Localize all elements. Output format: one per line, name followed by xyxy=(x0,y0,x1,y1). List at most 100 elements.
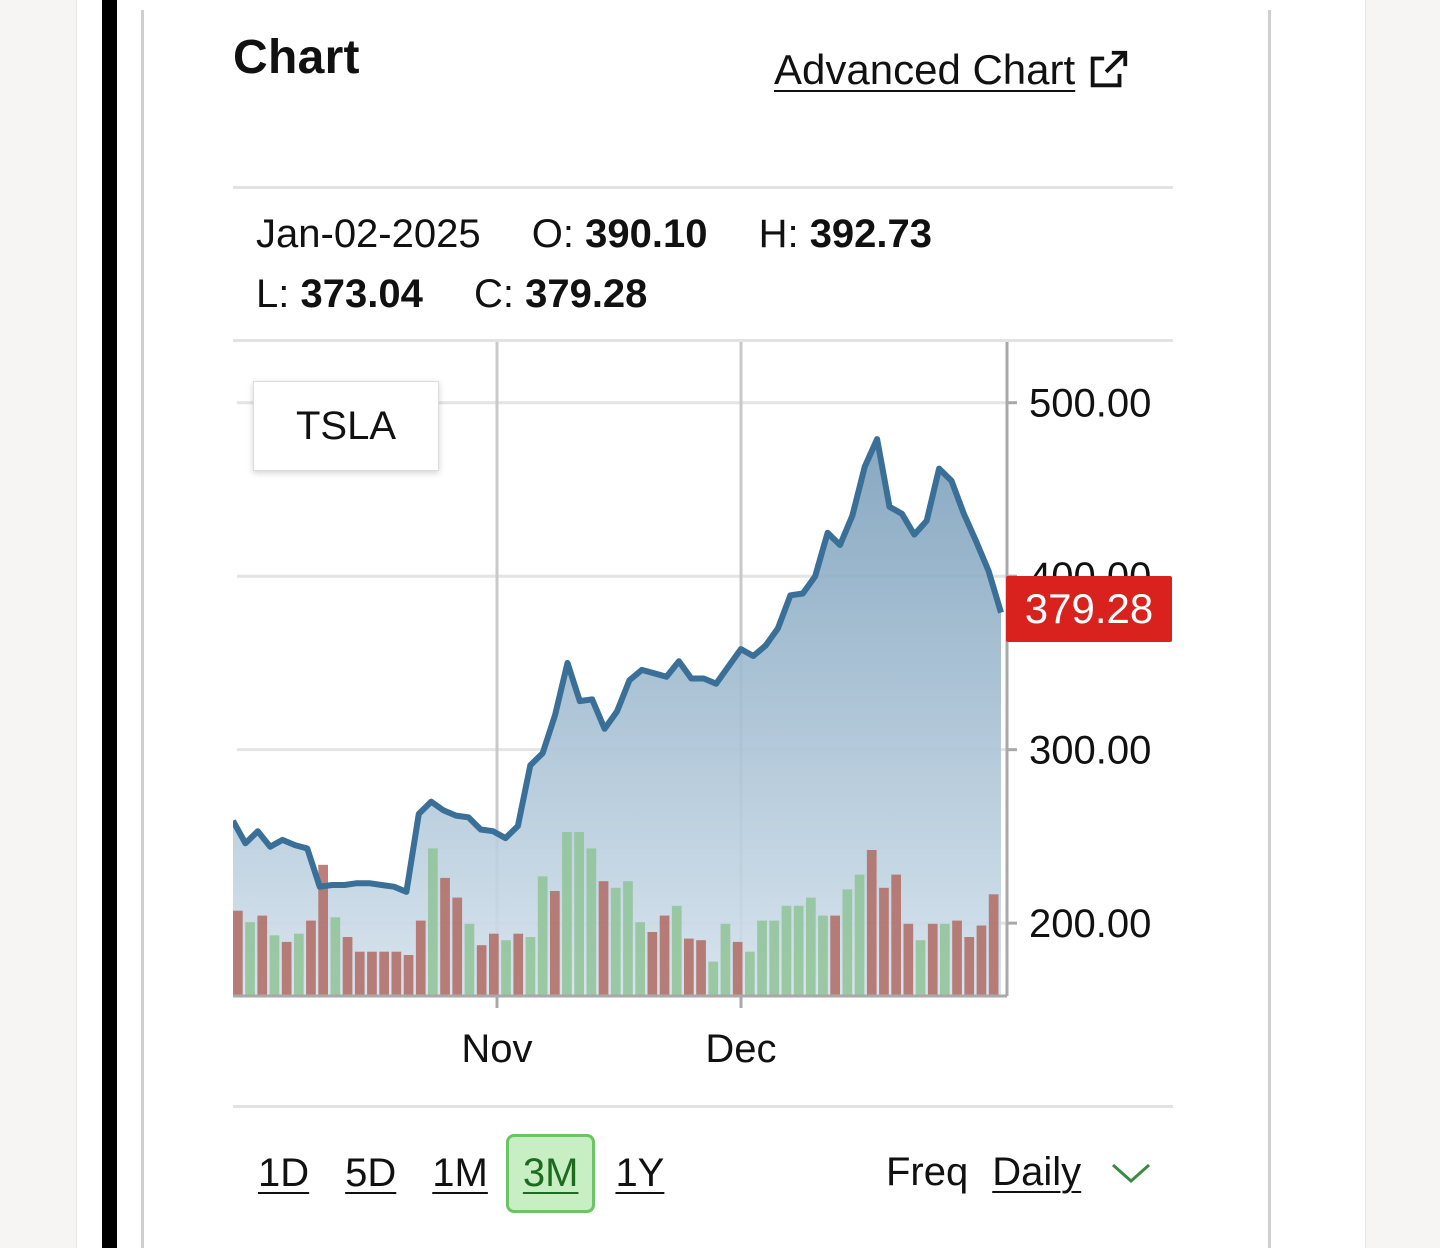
volume-bar-20 xyxy=(476,945,487,996)
volume-bar-43 xyxy=(757,920,767,996)
divider-chart-top xyxy=(233,339,1173,342)
volume-bar-48 xyxy=(818,915,828,996)
volume-bar-12 xyxy=(379,951,389,996)
volume-bar-13 xyxy=(391,951,402,996)
ohlc-open-value: 390.10 xyxy=(585,212,708,256)
volume-bar-38 xyxy=(696,940,706,996)
left-accent-bar xyxy=(102,0,117,1248)
price-area xyxy=(233,439,1001,997)
volume-bar-18 xyxy=(452,897,463,996)
advanced-chart-label: Advanced Chart xyxy=(774,46,1076,93)
volume-bar-31 xyxy=(610,887,621,996)
volume-bar-36 xyxy=(671,905,682,996)
volume-bar-21 xyxy=(489,933,499,996)
volume-bar-15 xyxy=(415,920,426,996)
range-1d-button[interactable]: 1D xyxy=(258,1150,310,1195)
volume-bar-44 xyxy=(769,920,780,996)
x-tick-label-0: Nov xyxy=(461,1027,532,1071)
volume-bar-9 xyxy=(342,937,353,996)
ohlc-row-2: L: 373.04 C: 379.28 xyxy=(256,272,647,317)
volume-bar-25 xyxy=(537,876,548,996)
volume-bar-30 xyxy=(598,881,609,996)
volume-bar-6 xyxy=(306,920,316,996)
freq-dropdown-value[interactable]: Daily xyxy=(992,1150,1082,1194)
volume-bar-33 xyxy=(635,922,645,996)
volume-bar-2 xyxy=(257,915,268,996)
chevron-down-icon[interactable] xyxy=(1109,1159,1153,1187)
volume-bar-41 xyxy=(732,941,743,996)
ohlc-date: Jan-02-2025 xyxy=(256,212,481,256)
volume-bar-23 xyxy=(513,933,524,996)
volume-bar-40 xyxy=(720,923,731,996)
ohlc-low-label: L: xyxy=(256,272,290,316)
ticker-label-box: TSLA xyxy=(253,381,439,471)
volume-bar-46 xyxy=(793,905,804,996)
last-price-value: 379.28 xyxy=(1024,585,1154,632)
volume-bar-27 xyxy=(562,832,572,996)
range-5d-button[interactable]: 5D xyxy=(345,1150,397,1195)
volume-bar-1 xyxy=(245,922,255,996)
x-tick-label-1: Dec xyxy=(705,1027,776,1071)
volume-bar-37 xyxy=(684,938,694,996)
volume-bar-61 xyxy=(976,925,987,996)
volume-bar-3 xyxy=(269,935,280,996)
volume-bar-5 xyxy=(294,933,304,996)
volume-bar-34 xyxy=(647,932,658,996)
volume-bar-51 xyxy=(854,874,865,996)
volume-bar-14 xyxy=(403,955,414,996)
volume-bar-19 xyxy=(464,923,475,996)
card-title: Chart xyxy=(233,31,360,84)
volume-bar-35 xyxy=(659,915,670,996)
volume-bar-50 xyxy=(842,889,853,996)
volume-bar-8 xyxy=(330,917,341,996)
volume-bar-17 xyxy=(440,877,450,996)
volume-bar-29 xyxy=(586,848,597,996)
volume-bar-16 xyxy=(428,848,438,996)
advanced-chart-link[interactable]: Advanced Chart xyxy=(774,46,1131,94)
ticker-symbol: TSLA xyxy=(295,403,397,448)
volume-bar-26 xyxy=(550,891,560,996)
ohlc-row-1: Jan-02-2025 O: 390.10 H: 392.73 xyxy=(256,212,932,257)
volume-bar-11 xyxy=(367,951,377,996)
y-tick-label-3: 500.00 xyxy=(1029,382,1151,426)
volume-bar-56 xyxy=(915,940,926,996)
volume-bar-52 xyxy=(866,850,877,996)
y-tick-label-0: 200.00 xyxy=(1029,902,1151,946)
freq-label: Freq xyxy=(886,1150,969,1194)
volume-bar-49 xyxy=(830,915,840,996)
volume-bar-42 xyxy=(745,951,755,996)
volume-bar-55 xyxy=(903,923,914,996)
divider-top xyxy=(233,186,1173,189)
volume-bar-54 xyxy=(891,874,901,996)
external-link-icon xyxy=(1090,50,1128,88)
ohlc-high-label: H: xyxy=(758,212,799,256)
volume-bar-59 xyxy=(952,920,962,996)
volume-bar-57 xyxy=(927,923,938,996)
divider-bottom xyxy=(233,1105,1173,1108)
volume-bar-32 xyxy=(623,881,633,996)
ohlc-close-value: 379.28 xyxy=(525,272,648,316)
volume-bar-10 xyxy=(354,951,365,996)
volume-bar-58 xyxy=(940,923,950,996)
ohlc-high-value: 392.73 xyxy=(809,212,933,256)
volume-bar-22 xyxy=(501,940,511,996)
range-1m-button[interactable]: 1M xyxy=(432,1150,488,1195)
price-line xyxy=(233,436,1004,895)
range-3m-button[interactable]: 3M xyxy=(505,1133,596,1213)
volume-bar-62 xyxy=(988,894,999,996)
volume-bar-45 xyxy=(781,905,792,996)
volume-bar-28 xyxy=(574,832,584,996)
range-1y-button[interactable]: 1Y xyxy=(615,1150,665,1195)
volume-bar-0 xyxy=(233,910,243,996)
volume-bar-7 xyxy=(318,864,328,996)
volume-bar-24 xyxy=(525,937,536,996)
ohlc-close-label: C: xyxy=(473,272,514,316)
frequency-selector: Freq Daily xyxy=(886,1150,1153,1195)
volume-bar-47 xyxy=(806,897,816,996)
volume-bar-4 xyxy=(281,941,292,996)
range-selector: 1D 5D 1M 3M 1Y xyxy=(256,1130,698,1216)
volume-bar-60 xyxy=(964,937,975,996)
volume-bar-39 xyxy=(708,961,719,996)
